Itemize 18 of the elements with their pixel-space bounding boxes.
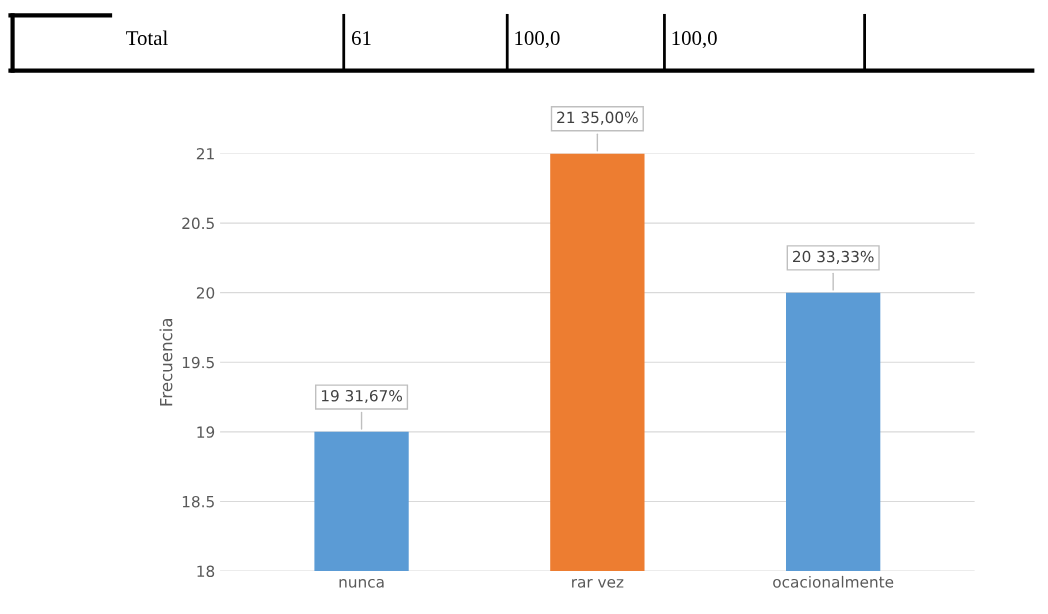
data-label: 20 33,33% <box>793 250 874 264</box>
text: 61 <box>351 31 371 46</box>
y-tick-label: 19.5 <box>182 356 214 369</box>
text: 100,0 <box>672 31 717 49</box>
y-tick-label: 21 <box>196 147 214 160</box>
y-axis-title: Frecuencia <box>159 318 173 406</box>
y-tick-label: 18.5 <box>182 495 214 508</box>
y-tick-label: 20 <box>196 287 215 299</box>
x-tick-label: ocacionalmente <box>773 575 894 588</box>
y-tick-label: 19 <box>197 426 215 438</box>
data-label: 19 31,67% <box>321 389 402 404</box>
text: Total <box>126 30 168 46</box>
x-tick-label: nunca <box>339 578 384 588</box>
text: 100,0 <box>515 31 560 49</box>
y-tick-label: 18 <box>197 565 215 578</box>
data-label: 21 35,00% <box>557 111 638 125</box>
x-tick-label: rar vez <box>572 578 624 588</box>
y-tick-label: 20.5 <box>182 217 214 230</box>
